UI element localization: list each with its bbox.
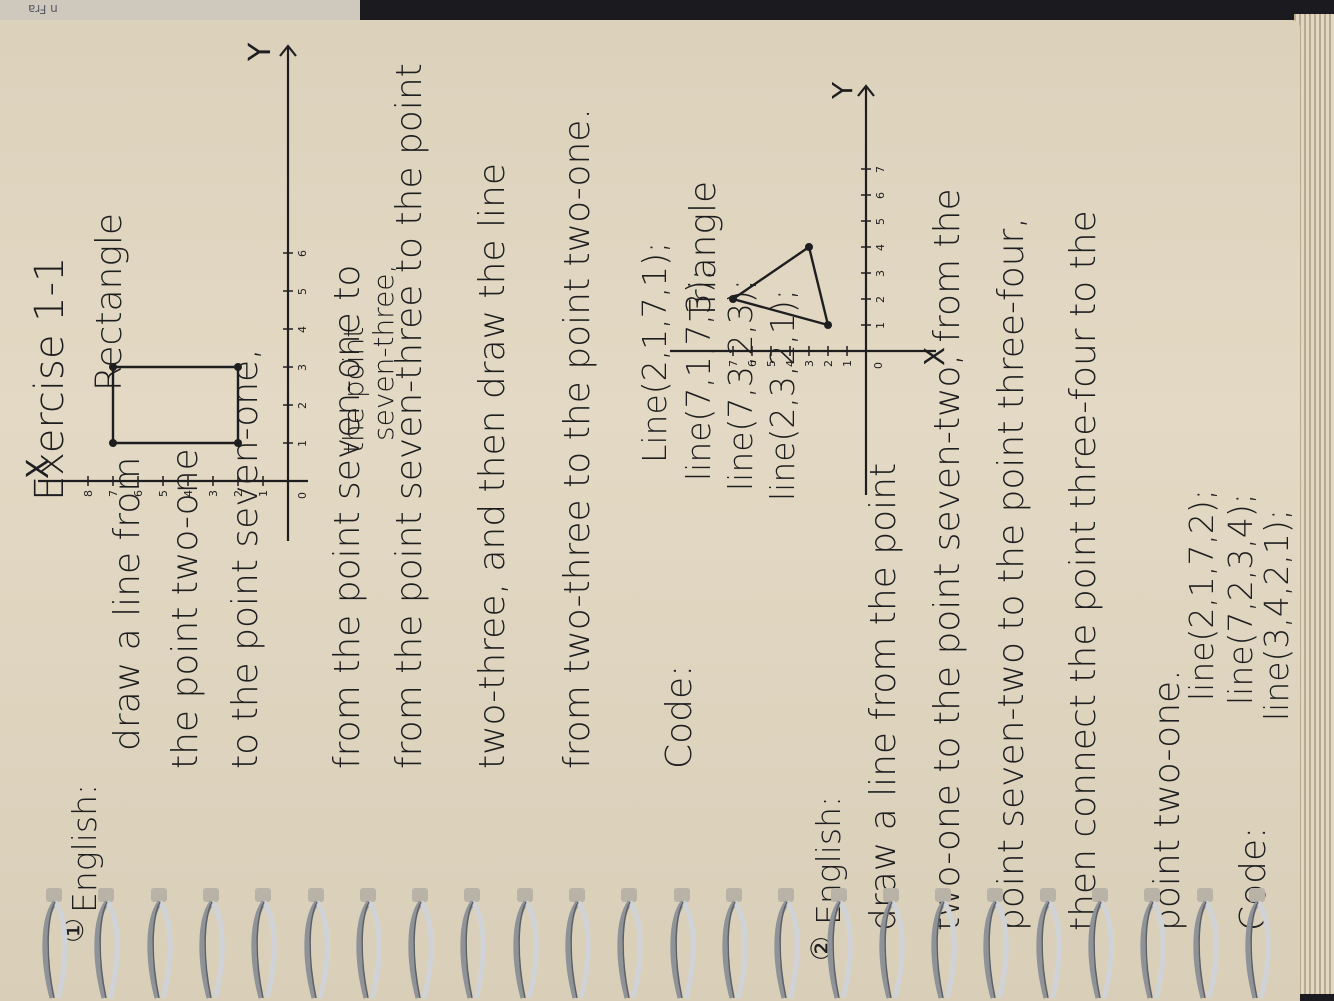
g2-y-tick-label: 3 [874, 270, 887, 277]
graph1-x-axis-label: X [21, 458, 56, 479]
section2-line-2: two-one to the point seven-two, from the [930, 188, 966, 931]
section1-line-7: from two-three to the point two-one. [560, 108, 596, 769]
graph2-y-axis-label: Y [826, 81, 859, 100]
g1-y-tick-label: 4 [296, 326, 309, 333]
section1-code-label: Code: [662, 665, 698, 769]
g1-x-tick-label: 5 [157, 490, 170, 497]
graph2-origin: 0 [872, 362, 885, 369]
g1-x-tick-label: 4 [182, 490, 195, 497]
binding-ring [1086, 880, 1116, 1001]
g1-x-tick-label: 3 [207, 490, 220, 497]
binding-ring [615, 880, 645, 1001]
g1-x-tick-label: 7 [107, 490, 120, 497]
binding-ring [929, 880, 959, 1001]
section2-line-4: then connect the point three-four to the [1066, 210, 1102, 931]
g2-shape-outline [733, 247, 828, 325]
notebook-page: Exercise 1-1 ① English: draw a line from… [0, 20, 1300, 1001]
g1-y-tick-label: 3 [296, 364, 309, 371]
section2-line-3: point seven-two to the point three-four, [994, 217, 1030, 931]
g1-x-tick-label: 1 [257, 490, 270, 497]
binding-ring [40, 880, 70, 1001]
rectangle-caption: Rectangle [92, 213, 128, 391]
section1-line-5: from the point seven-three to the point [392, 63, 428, 769]
triangle-caption: Triangle [686, 181, 722, 321]
g1-y-tick-label: 2 [296, 402, 309, 409]
binding-ring [981, 880, 1011, 1001]
g2-y-tick-label: 5 [874, 218, 887, 225]
graph1-y-axis-label: Y [243, 42, 278, 62]
g2-vertex [729, 295, 737, 303]
binding-ring [563, 880, 593, 1001]
binding-ring [92, 880, 122, 1001]
page-content: Exercise 1-1 ① English: draw a line from… [0, 20, 1300, 1001]
g1-y-tick-label: 6 [296, 250, 309, 257]
g1-vertex [234, 439, 242, 447]
binding-ring [877, 880, 907, 1001]
g1-vertex [234, 363, 242, 371]
g2-vertex [824, 321, 832, 329]
graph1-axes [38, 46, 308, 541]
section1-line-4: from the point seven-one to [330, 265, 366, 769]
g1-shape-outline [113, 367, 238, 443]
spiral-binding [40, 880, 1280, 1001]
section2-code-line-1: line(2,1,7,2); [1185, 489, 1218, 701]
binding-ring [249, 880, 279, 1001]
binding-ring [511, 880, 541, 1001]
g1-x-tick-label: 2 [232, 490, 245, 497]
g2-x-tick-label: 3 [803, 360, 816, 367]
binding-ring [302, 880, 332, 1001]
g2-y-tick-label: 1 [874, 322, 887, 329]
graph1-origin: 0 [296, 492, 309, 499]
binding-ring [720, 880, 750, 1001]
g2-x-tick-label: 4 [784, 360, 797, 367]
g1-y-tick-label: 5 [296, 288, 309, 295]
binding-ring [458, 880, 488, 1001]
g2-x-tick-label: 5 [765, 360, 778, 367]
g2-x-tick-label: 6 [746, 360, 759, 367]
binding-ring [1138, 880, 1168, 1001]
binding-ring [197, 880, 227, 1001]
binding-ring [668, 880, 698, 1001]
section1-line-6: two-three, and then draw the line [475, 163, 511, 769]
g2-y-tick-label: 7 [874, 166, 887, 173]
g1-y-tick-label: 1 [296, 440, 309, 447]
g2-x-tick-label: 1 [841, 360, 854, 367]
binding-ring [145, 880, 175, 1001]
section2-line-1: draw a line from the point [866, 463, 902, 931]
section2-code-line-3: line(3,4,2,1); [1260, 509, 1293, 721]
g2-y-tick-label: 4 [874, 244, 887, 251]
binding-ring [825, 880, 855, 1001]
binding-ring [406, 880, 436, 1001]
g2-x-tick-label: 2 [822, 360, 835, 367]
section2-code-line-2: line(7,2,3,4); [1224, 493, 1257, 705]
binding-ring [354, 880, 384, 1001]
binding-ring [1034, 880, 1064, 1001]
g2-y-tick-label: 2 [874, 296, 887, 303]
g2-x-tick-label: 7 [727, 360, 740, 367]
g1-x-tick-label: 8 [82, 490, 95, 497]
g1-vertex [109, 439, 117, 447]
binding-ring [772, 880, 802, 1001]
g1-x-tick-label: 6 [132, 490, 145, 497]
g2-vertex [805, 243, 813, 251]
binding-ring [1243, 880, 1273, 1001]
scrap-text: n Fra [28, 2, 58, 16]
rectangle-graph: Y X 0 1 2 3 4 5 6 7 8 1 2 3 4 5 6 [8, 41, 328, 561]
binding-ring [1191, 880, 1221, 1001]
page-stack-edge [1294, 14, 1334, 994]
g2-y-tick-label: 6 [874, 192, 887, 199]
